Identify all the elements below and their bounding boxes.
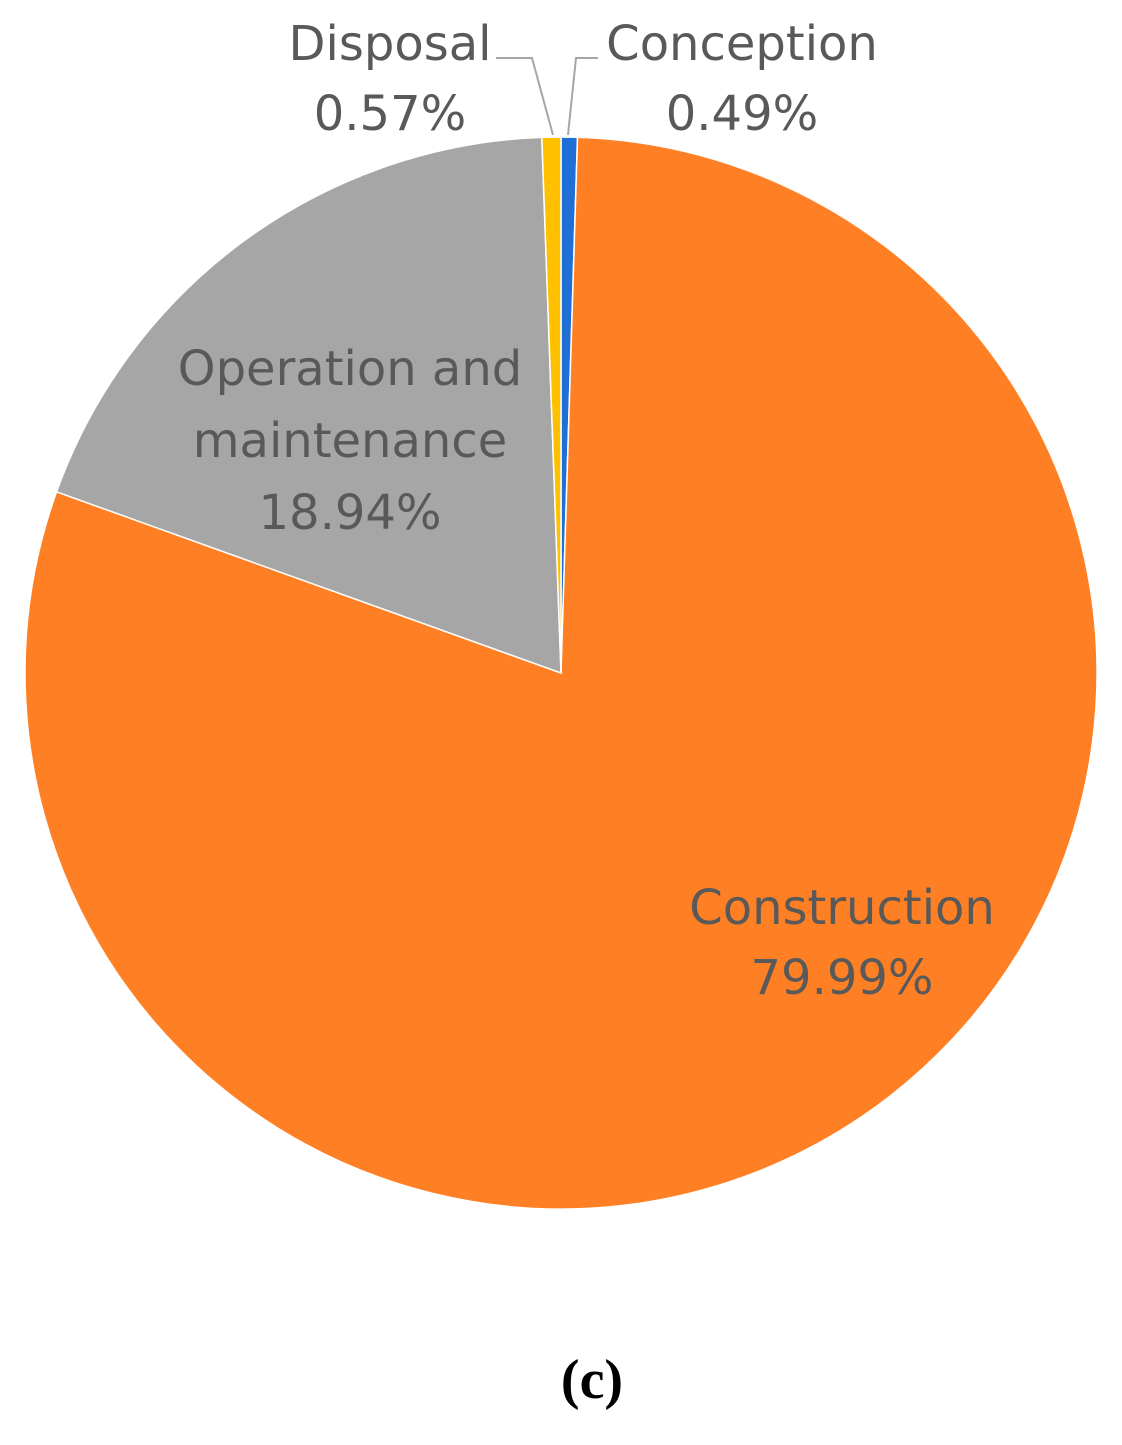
- slice-label-disposal: Disposal 0.57%: [289, 16, 492, 142]
- pie-slice-operation-and-maintenance: [55, 136, 562, 675]
- slice-label-operation-and-maintenance: Operation and maintenance 18.94%: [178, 341, 522, 541]
- slice-label-conception: Conception 0.49%: [606, 16, 878, 142]
- leader-lines: [496, 57, 598, 136]
- panel-label: (c): [561, 1349, 623, 1411]
- slice-label-construction: Construction 79.99%: [689, 880, 995, 1006]
- leader-line-disposal: [496, 57, 554, 136]
- pie-slices: [24, 136, 1098, 1210]
- leader-line-conception: [567, 57, 598, 136]
- pie-slice-disposal: [541, 136, 562, 674]
- slice-labels: Conception 0.49% Construction 79.99% Operati…: [178, 16, 995, 1006]
